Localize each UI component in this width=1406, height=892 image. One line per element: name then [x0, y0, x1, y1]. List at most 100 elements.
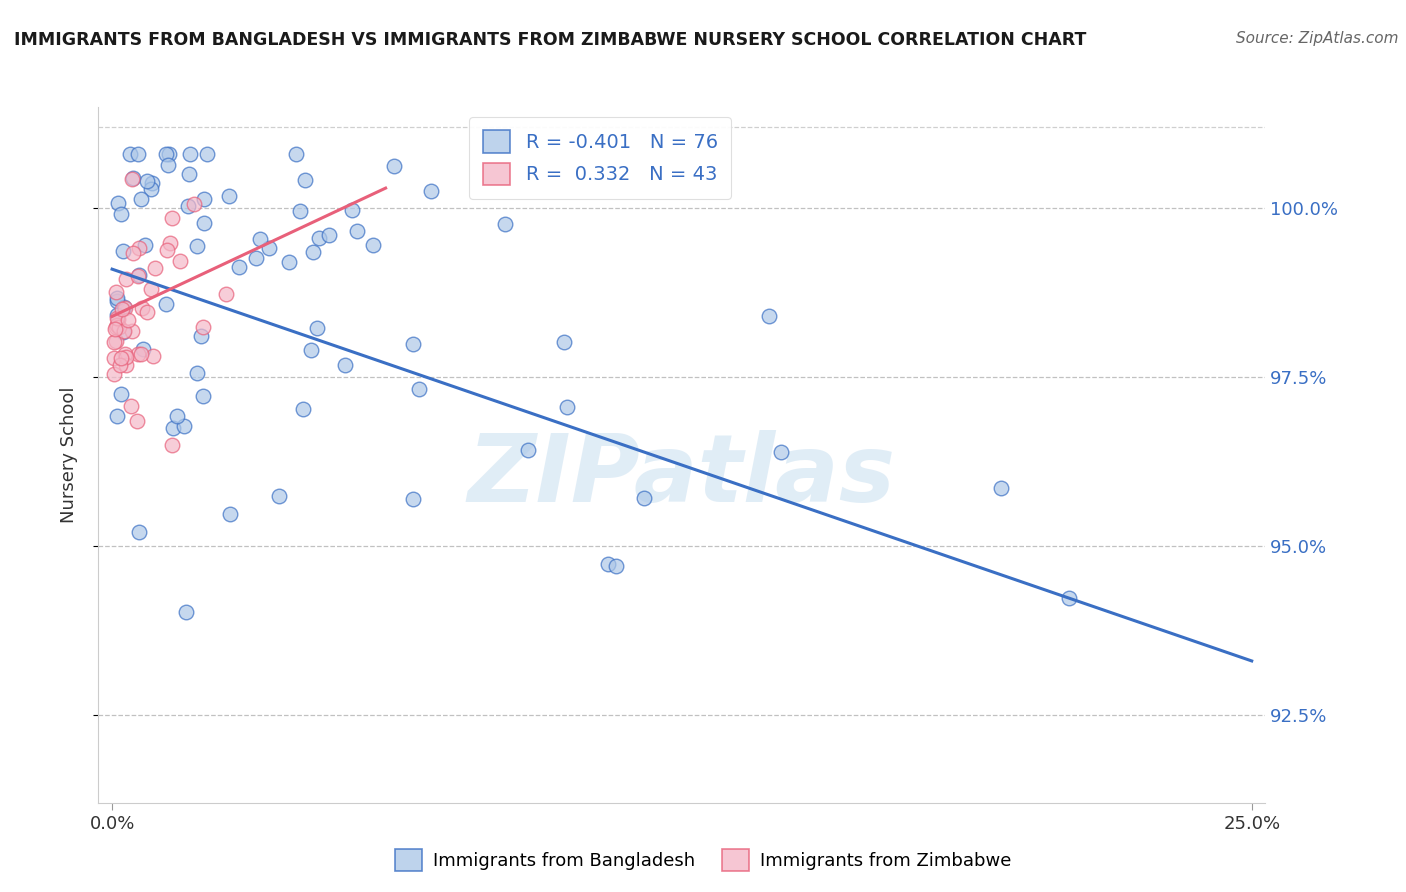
Point — [111, 302, 134, 317]
Text: IMMIGRANTS FROM BANGLADESH VS IMMIGRANTS FROM ZIMBABWE NURSERY SCHOOL CORRELATIO: IMMIGRANTS FROM BANGLADESH VS IMMIGRANTS… — [14, 31, 1087, 49]
Y-axis label: Nursery School: Nursery School — [59, 386, 77, 524]
Point — [121, 172, 143, 186]
Point — [193, 216, 215, 230]
Point — [114, 301, 136, 316]
Legend: Immigrants from Bangladesh, Immigrants from Zimbabwe: Immigrants from Bangladesh, Immigrants f… — [388, 842, 1018, 879]
Point — [301, 245, 323, 260]
Point — [120, 399, 142, 413]
Point — [110, 207, 132, 221]
Point — [769, 445, 792, 459]
Point — [128, 242, 150, 256]
Point — [115, 358, 138, 372]
Point — [294, 173, 316, 187]
Point — [284, 147, 307, 161]
Point — [128, 525, 150, 540]
Point — [155, 297, 177, 311]
Point — [127, 347, 149, 361]
Point — [361, 237, 384, 252]
Point — [169, 253, 191, 268]
Point — [122, 170, 145, 185]
Point — [127, 147, 149, 161]
Point — [1059, 591, 1081, 606]
Point — [105, 318, 128, 332]
Point — [299, 343, 322, 358]
Point — [174, 605, 197, 619]
Point — [118, 147, 141, 161]
Point — [257, 241, 280, 255]
Point — [333, 358, 356, 372]
Point — [596, 558, 619, 572]
Point — [516, 442, 538, 457]
Point — [307, 321, 329, 335]
Point — [103, 334, 125, 349]
Point — [179, 147, 201, 161]
Point — [107, 320, 129, 334]
Point — [108, 358, 131, 372]
Point — [105, 409, 128, 424]
Point — [420, 185, 443, 199]
Point — [141, 176, 163, 190]
Point — [127, 414, 149, 428]
Point — [112, 244, 135, 258]
Point — [139, 282, 162, 296]
Point — [277, 255, 299, 269]
Point — [112, 325, 135, 339]
Point — [112, 300, 135, 314]
Point — [408, 382, 430, 396]
Point — [104, 285, 127, 300]
Point — [107, 311, 129, 326]
Point — [177, 167, 200, 181]
Point — [160, 211, 183, 226]
Point — [105, 291, 128, 305]
Point — [340, 202, 363, 217]
Point — [382, 159, 405, 173]
Point — [292, 401, 315, 416]
Point — [193, 192, 215, 206]
Point — [105, 308, 128, 322]
Text: Source: ZipAtlas.com: Source: ZipAtlas.com — [1236, 31, 1399, 46]
Point — [160, 438, 183, 452]
Point — [110, 351, 132, 366]
Point — [193, 319, 215, 334]
Point — [110, 387, 132, 401]
Point — [115, 350, 138, 364]
Point — [269, 489, 291, 503]
Point — [135, 305, 157, 319]
Point — [494, 217, 516, 231]
Point — [249, 232, 271, 246]
Point — [103, 367, 125, 381]
Point — [105, 310, 128, 325]
Point — [633, 491, 655, 505]
Point — [105, 320, 128, 334]
Point — [142, 350, 165, 364]
Point — [156, 158, 179, 172]
Point — [129, 347, 152, 361]
Point — [103, 351, 125, 365]
Text: ZIPatlas: ZIPatlas — [468, 430, 896, 522]
Point — [177, 199, 200, 213]
Point — [218, 188, 240, 202]
Point — [402, 337, 425, 351]
Legend: R = -0.401   N = 76, R =  0.332   N = 43: R = -0.401 N = 76, R = 0.332 N = 43 — [470, 117, 731, 199]
Point — [186, 239, 208, 253]
Point — [104, 322, 127, 336]
Point — [129, 192, 152, 206]
Point — [191, 389, 214, 403]
Point — [758, 309, 780, 323]
Point — [131, 301, 153, 316]
Point — [159, 235, 181, 250]
Point — [245, 252, 267, 266]
Point — [105, 334, 128, 348]
Point — [215, 287, 238, 301]
Point — [308, 231, 330, 245]
Point — [183, 197, 205, 211]
Point — [107, 195, 129, 210]
Point — [122, 246, 145, 260]
Point — [290, 204, 312, 219]
Point — [131, 342, 153, 356]
Point — [219, 507, 242, 521]
Point — [117, 313, 139, 327]
Point — [553, 334, 575, 349]
Point — [195, 147, 218, 161]
Point — [112, 324, 135, 338]
